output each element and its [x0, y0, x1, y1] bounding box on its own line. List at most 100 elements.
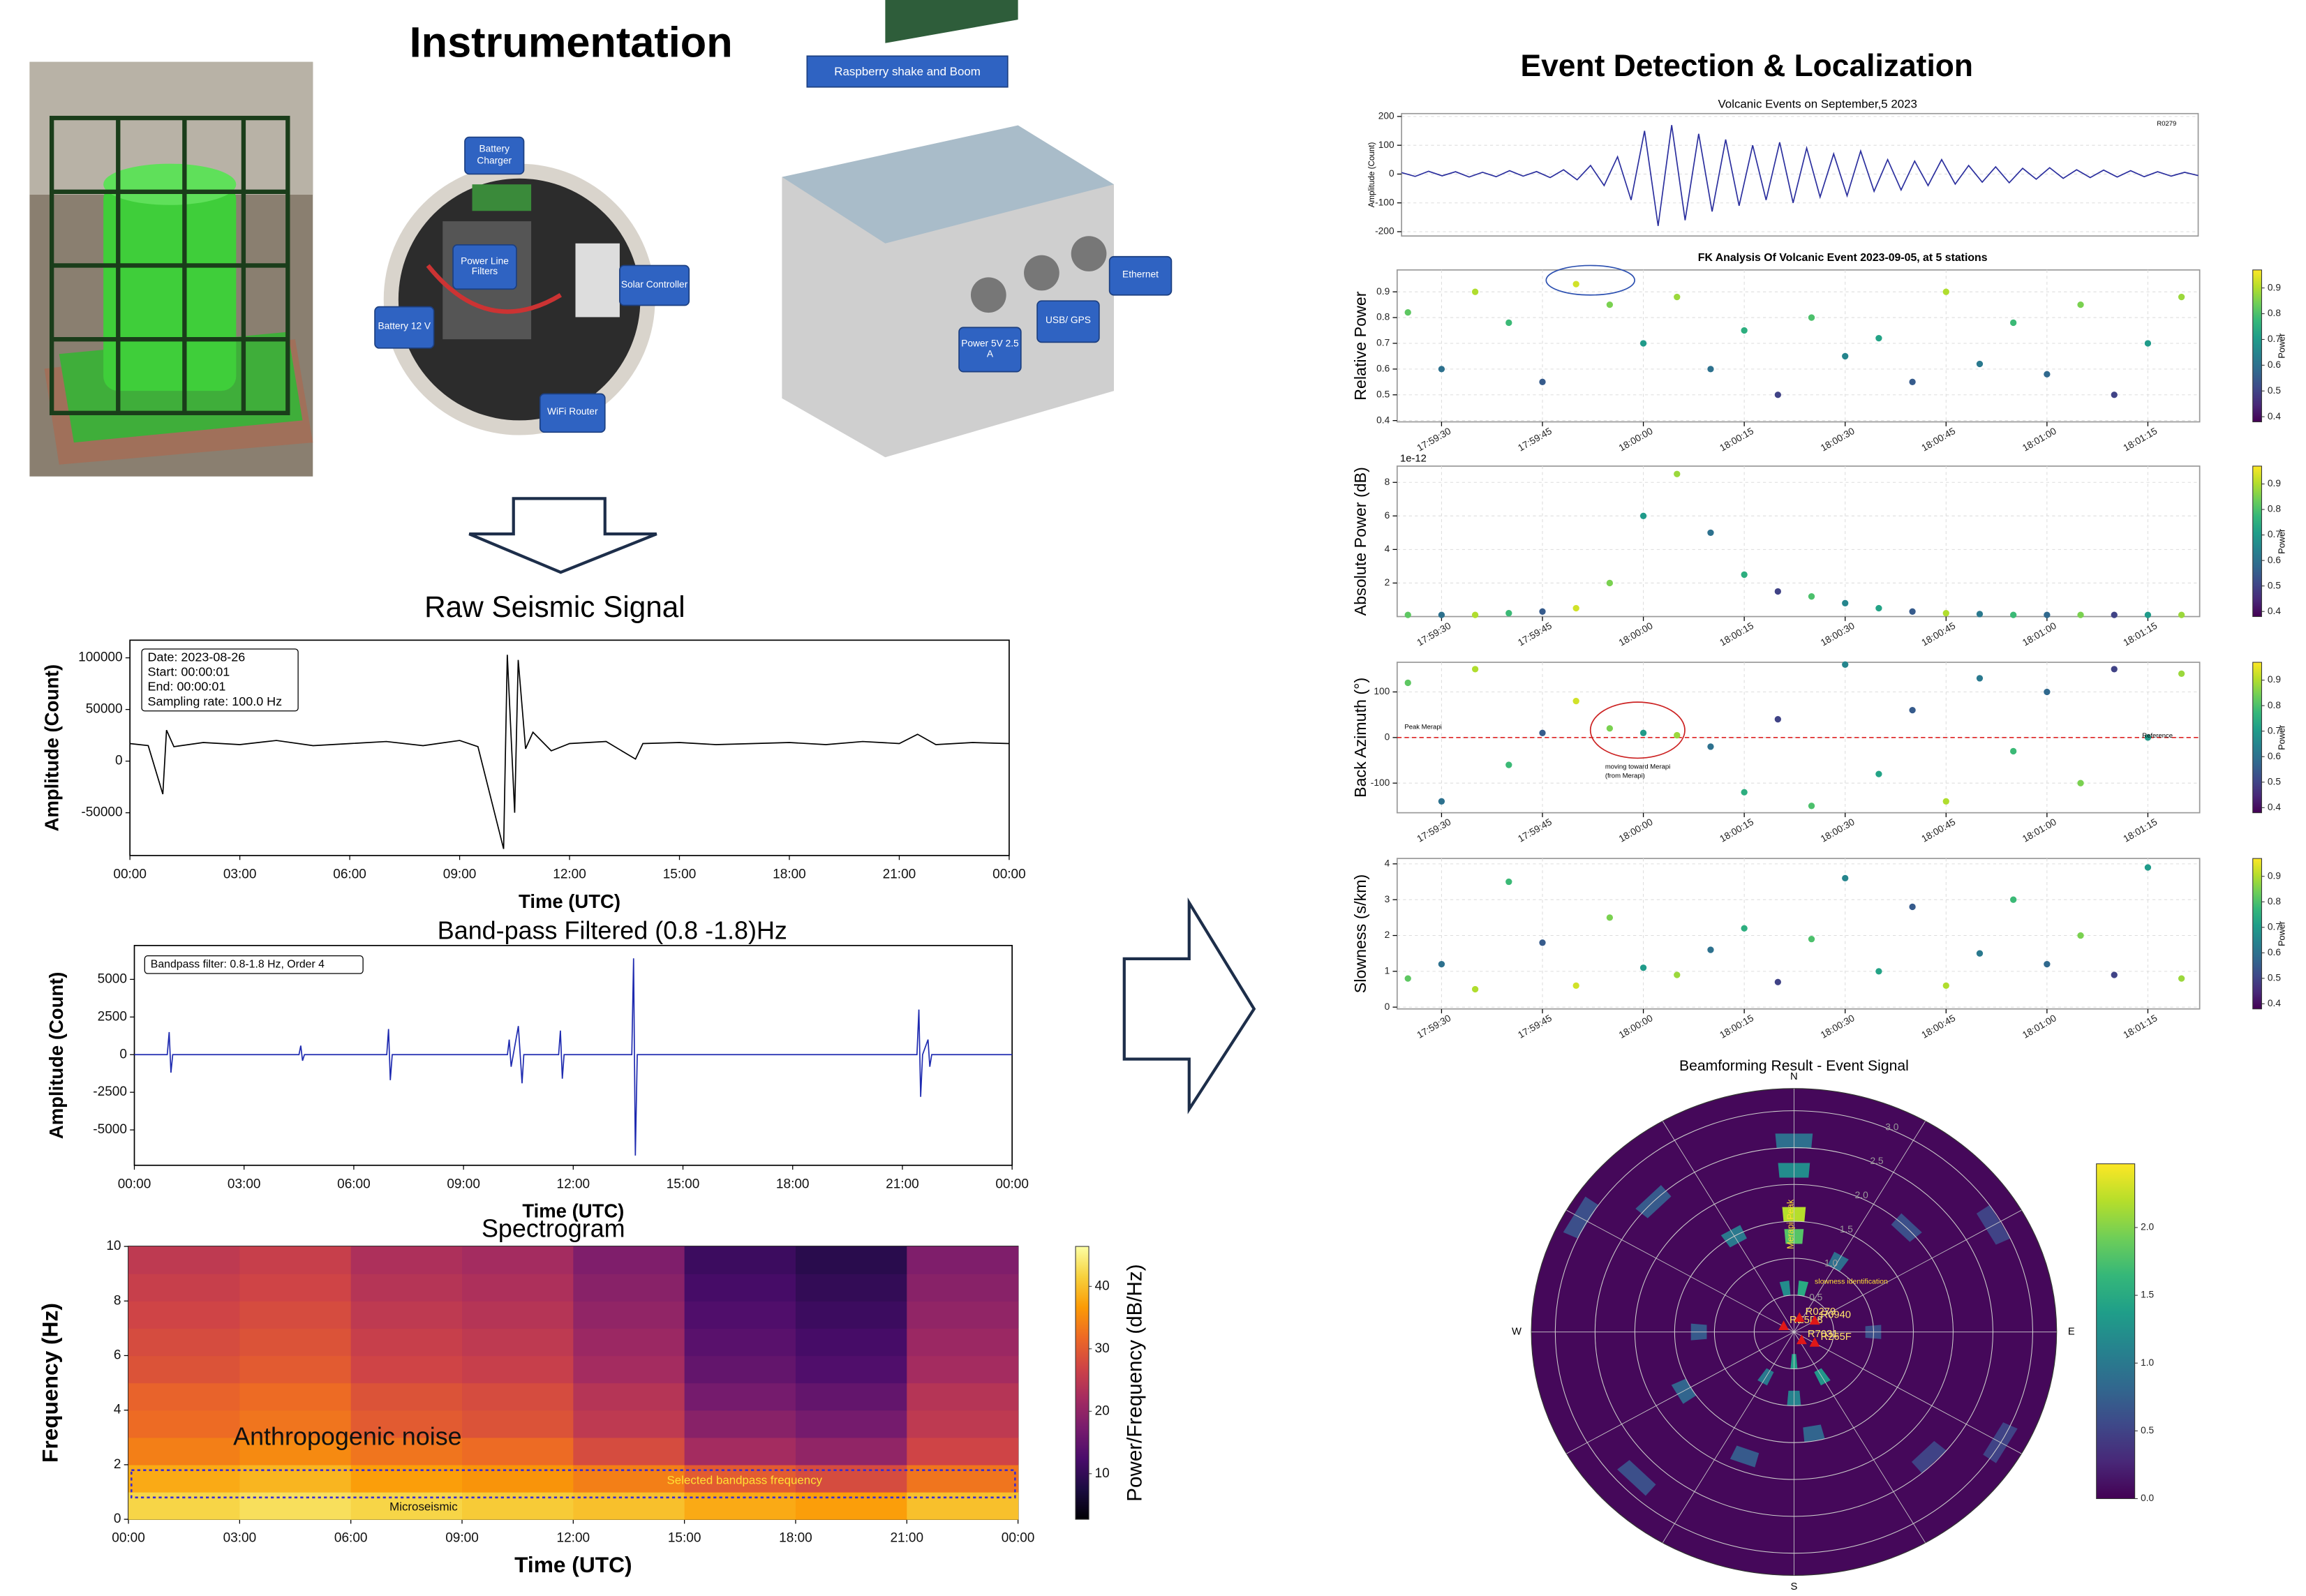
heat-cell — [128, 1410, 241, 1438]
point — [1505, 610, 1512, 617]
point — [1774, 588, 1781, 595]
colorbar-tick-label: 0.5 — [2268, 776, 2281, 786]
point — [1639, 964, 1647, 971]
point — [1505, 878, 1512, 886]
highlight — [1545, 264, 1635, 296]
heat-cell — [128, 1301, 241, 1329]
heat-cell — [350, 1246, 463, 1274]
x-tick-label: 06:00 — [334, 1531, 368, 1546]
y-tick-label: 0 — [1385, 731, 1390, 742]
x-tick-label: 18:01:00 — [2021, 426, 2058, 454]
heat-cell — [462, 1491, 574, 1520]
colorbar-label: Power — [2277, 528, 2286, 554]
station-marker — [1794, 1312, 1805, 1322]
annotation: moving toward Merapi — [1605, 763, 1670, 771]
point — [1639, 729, 1647, 736]
point — [1505, 319, 1512, 327]
y-tick-label: 0.5 — [1376, 389, 1390, 399]
point — [1808, 593, 1815, 600]
x-tick-label: 17:59:45 — [1516, 426, 1554, 454]
x-tick-label: 18:00 — [776, 1177, 810, 1191]
direction-label: S — [1790, 1581, 1797, 1593]
heat-cell — [128, 1274, 241, 1302]
direction-label: N — [1790, 1071, 1798, 1082]
x-tick-label: 00:00 — [1002, 1531, 1035, 1546]
heat-cell — [128, 1464, 241, 1493]
left-title: Instrumentation — [410, 19, 733, 66]
point — [1707, 529, 1714, 536]
point — [1404, 679, 1411, 687]
colorbar-tick-label: 0.8 — [2268, 896, 2281, 907]
label: Battery 12 V — [378, 322, 431, 332]
point — [1572, 604, 1579, 612]
point — [1438, 798, 1445, 805]
right-title: Event Detection & Localization — [1521, 49, 1973, 83]
x-tick-label: 17:59:30 — [1415, 426, 1453, 454]
heat-cell — [462, 1328, 574, 1357]
point — [1976, 675, 1984, 682]
heat-cell — [350, 1355, 463, 1384]
point — [1572, 281, 1579, 288]
y-axis-label: Amplitude (Count) — [1367, 142, 1376, 208]
x-tick-label: 18:00:15 — [1718, 426, 1755, 454]
y-tick-label: 6 — [1385, 510, 1390, 521]
point — [1942, 798, 1949, 805]
y-tick-label: 100000 — [78, 650, 122, 665]
heat-cell — [462, 1410, 574, 1438]
station-label: R0279 — [1806, 1306, 1836, 1318]
y-tick-label: 50000 — [86, 702, 123, 717]
polar-spoke — [1566, 1209, 1794, 1333]
y-tick-label: 0.8 — [1376, 312, 1390, 322]
highlight — [1589, 701, 1686, 759]
heat-cell — [239, 1410, 352, 1438]
colorbar-tick-label: 0.9 — [2268, 282, 2281, 292]
heat-cell — [684, 1382, 796, 1411]
point — [1539, 378, 1546, 385]
point — [1674, 731, 1681, 739]
point — [1404, 611, 1411, 618]
x-tick-label: 17:59:45 — [1516, 816, 1554, 844]
annotation: Sampling rate: 100.0 Hz — [148, 694, 283, 708]
y-tick-label: 2500 — [98, 1009, 127, 1024]
polar-cell — [1730, 1445, 1760, 1468]
point — [1539, 729, 1546, 736]
point — [1741, 925, 1748, 932]
heat-cell — [907, 1355, 1019, 1384]
heat-cell — [907, 1328, 1019, 1357]
y-tick-label: 200 — [1378, 111, 1394, 121]
x-tick-label: 18:01:15 — [2122, 426, 2159, 454]
colorbar-tick-label: 0.7 — [2268, 921, 2281, 932]
colorbar-tick-label: 0.7 — [2268, 334, 2281, 344]
x-tick-label: 18:00:15 — [1718, 816, 1755, 844]
series-line — [130, 655, 1009, 849]
heat-cell — [573, 1274, 685, 1302]
label: Power Line Filters — [461, 256, 509, 278]
x-tick-label: 18:00 — [779, 1531, 812, 1546]
right-arrow — [1122, 897, 1256, 1114]
point — [1471, 611, 1479, 618]
point — [1976, 950, 1984, 957]
heat-cell — [795, 1246, 907, 1274]
y-tick-label: 0.4 — [1376, 415, 1390, 425]
heat-cell — [684, 1328, 796, 1357]
annotation: (from Merapi) — [1605, 772, 1645, 780]
point — [1639, 512, 1647, 519]
colorbar — [2252, 269, 2262, 423]
point — [1741, 789, 1748, 796]
polar-spoke — [1566, 1332, 1794, 1454]
y-tick-label: 100 — [1378, 140, 1394, 150]
label: Battery Charger — [477, 144, 512, 166]
x-tick-label: 18:01:00 — [2021, 620, 2058, 648]
series-line — [134, 958, 1013, 1156]
polar-cell — [1617, 1460, 1656, 1496]
heat-cell — [795, 1301, 907, 1329]
point — [1471, 666, 1479, 673]
heat-cell — [350, 1301, 463, 1329]
point — [1808, 936, 1815, 943]
colorbar-tick-label: 0.6 — [2268, 555, 2281, 565]
point — [1639, 340, 1647, 347]
y-tick-label: 0 — [114, 1512, 121, 1526]
y-tick-label: 0 — [1389, 168, 1394, 179]
heat-cell — [128, 1328, 241, 1357]
